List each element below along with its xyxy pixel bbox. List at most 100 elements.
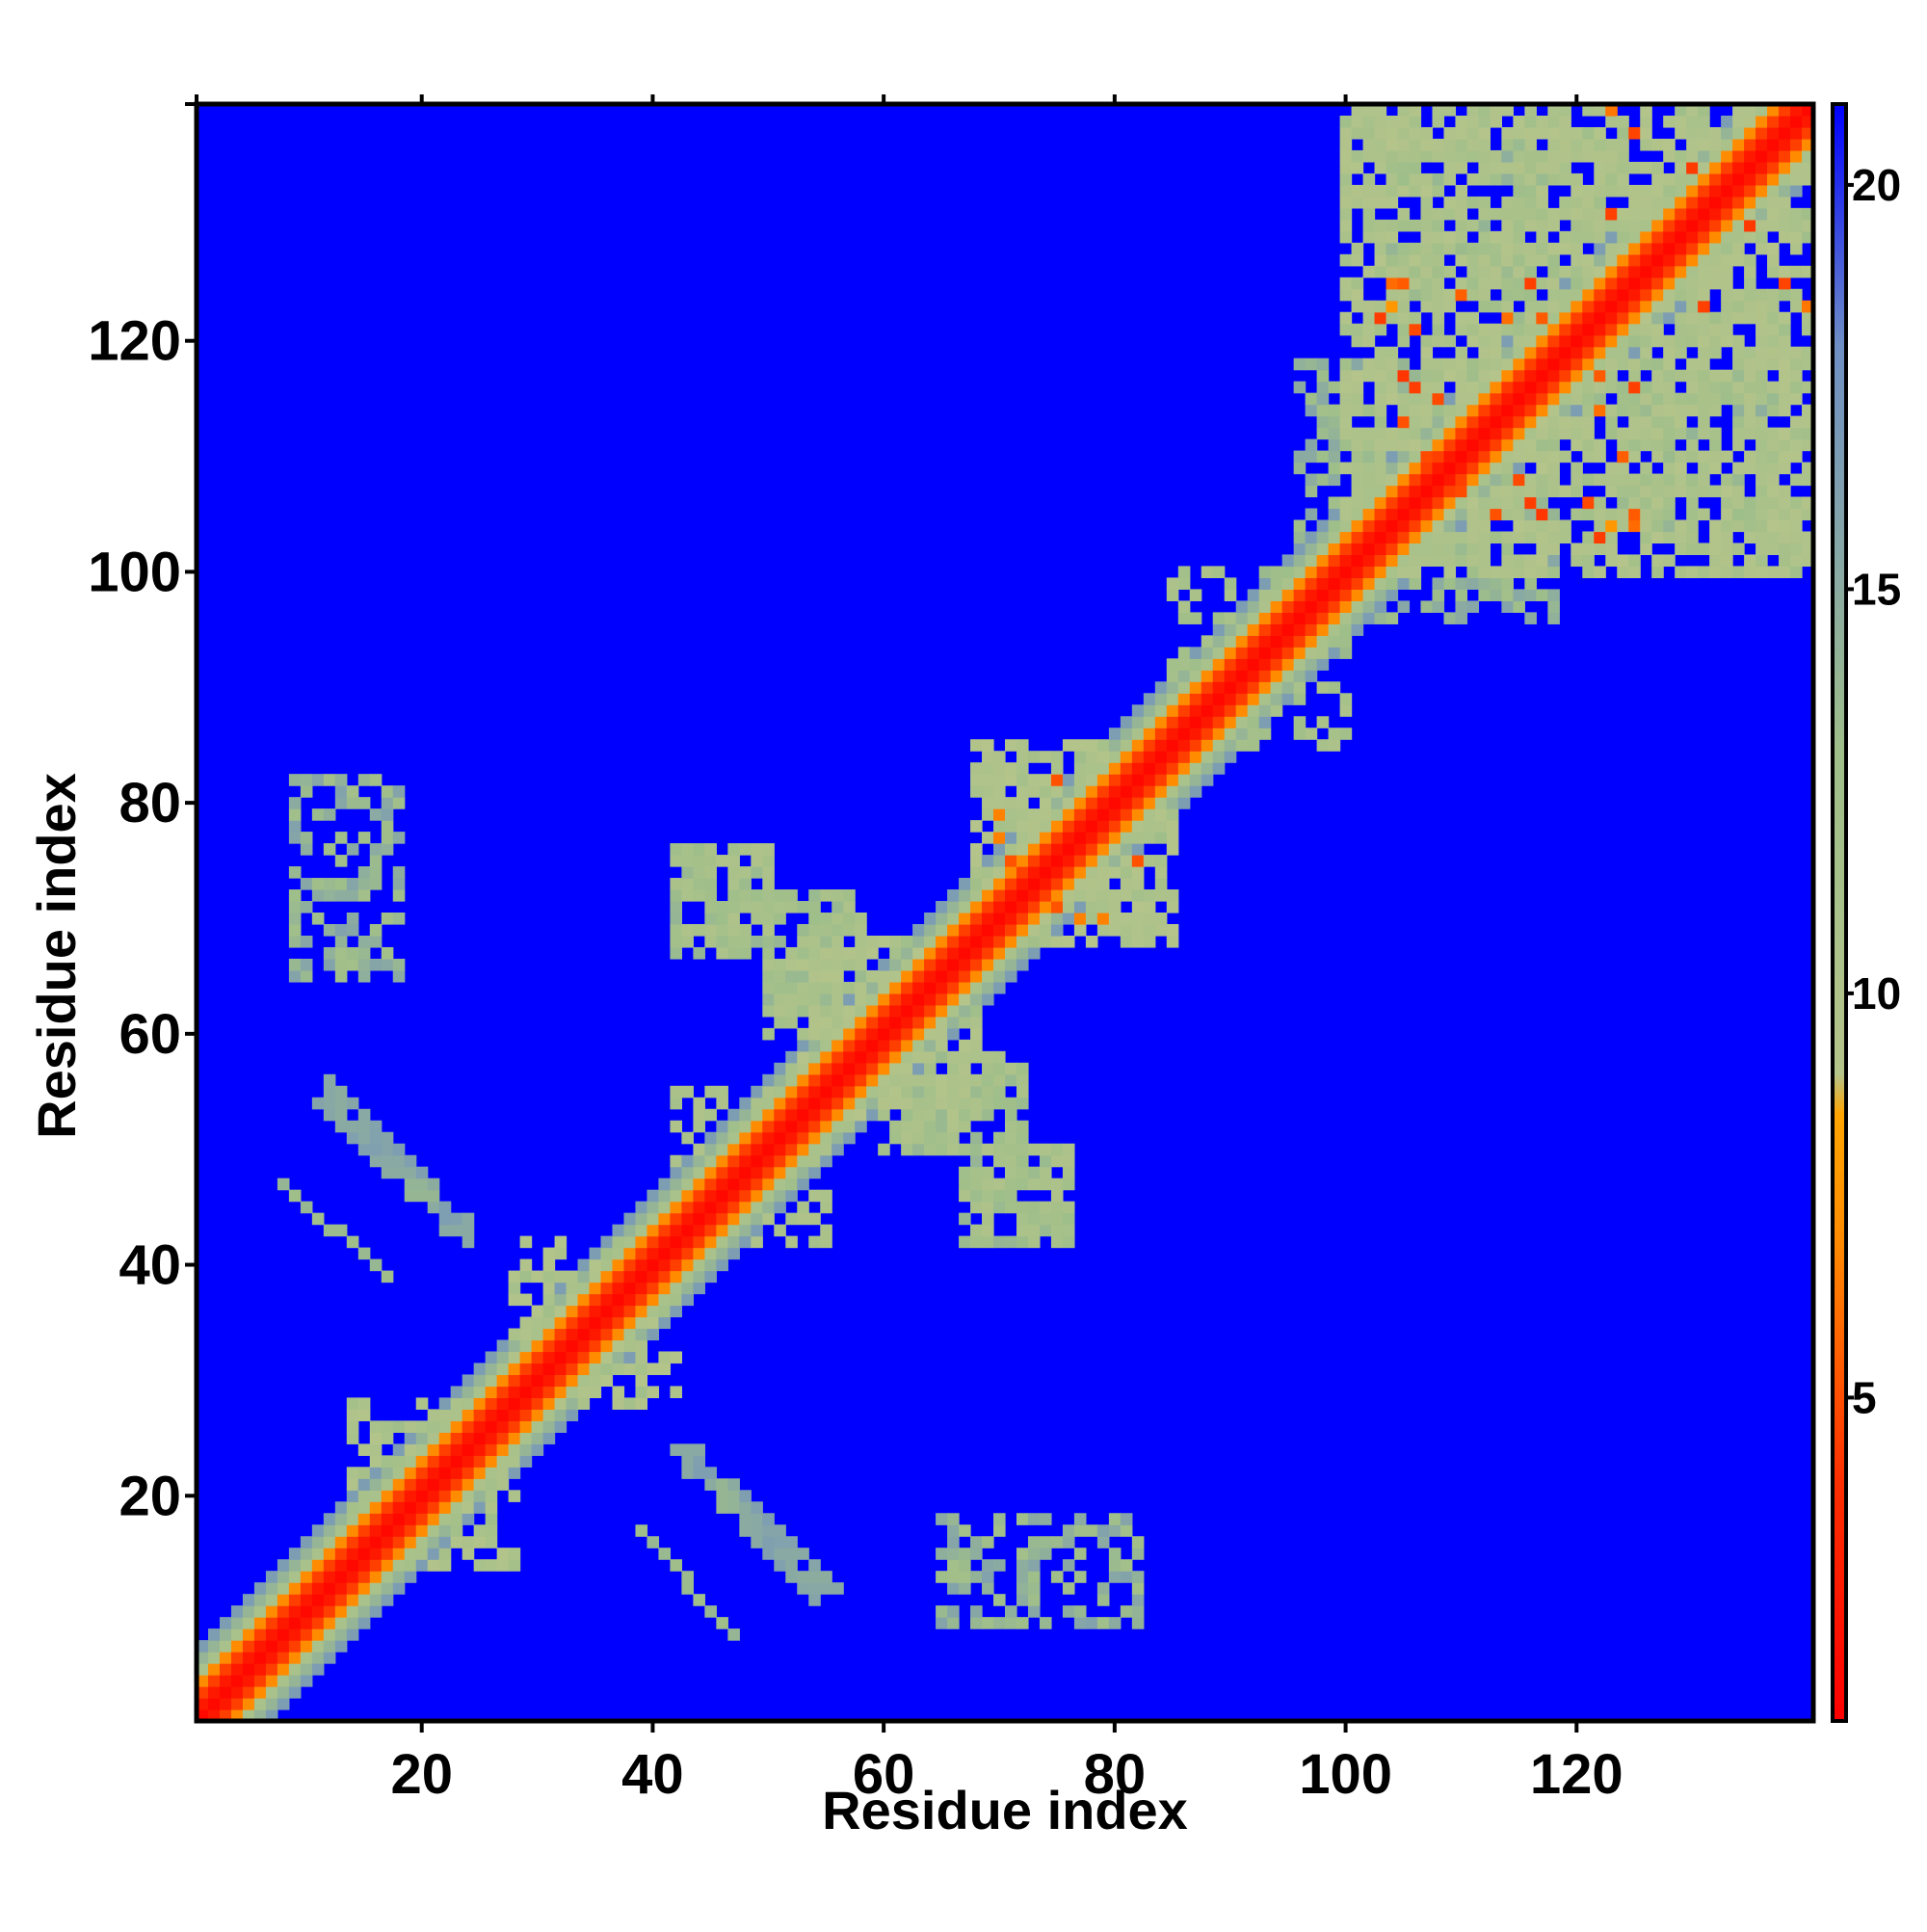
heatmap-cell bbox=[1005, 797, 1017, 809]
heatmap-cell bbox=[1524, 184, 1537, 198]
heatmap-cell bbox=[1536, 462, 1548, 475]
heatmap-cell bbox=[346, 946, 359, 960]
heatmap-cell bbox=[1490, 161, 1502, 174]
heatmap-cell bbox=[647, 1316, 660, 1330]
heatmap-cell bbox=[277, 1594, 290, 1606]
heatmap-cell bbox=[866, 1108, 879, 1122]
heatmap-cell bbox=[808, 1016, 821, 1029]
heatmap-cell bbox=[832, 1085, 844, 1098]
heatmap-cell bbox=[762, 1073, 775, 1087]
heatmap-cell bbox=[288, 1594, 302, 1606]
heatmap-cell bbox=[1143, 913, 1156, 925]
heatmap-cell bbox=[889, 1039, 902, 1052]
heatmap-cell bbox=[1085, 901, 1098, 913]
heatmap-cell bbox=[346, 1628, 359, 1641]
heatmap-cell bbox=[1501, 589, 1514, 601]
heatmap-cell bbox=[1466, 415, 1480, 429]
heatmap-cell bbox=[1397, 450, 1411, 463]
heatmap-cell bbox=[1547, 277, 1560, 290]
heatmap-cell bbox=[1166, 889, 1179, 902]
heatmap-cell bbox=[1466, 543, 1480, 556]
heatmap-cell bbox=[1628, 219, 1641, 232]
heatmap-cell bbox=[924, 1050, 937, 1064]
heatmap-cell bbox=[1594, 149, 1606, 163]
heatmap-cell bbox=[1732, 427, 1745, 440]
heatmap-cell bbox=[1420, 138, 1434, 151]
heatmap-cell bbox=[785, 1073, 798, 1087]
heatmap-cell bbox=[1490, 334, 1502, 348]
heatmap-cell bbox=[924, 1073, 937, 1087]
heatmap-cell bbox=[1524, 519, 1537, 533]
heatmap-cell bbox=[1663, 415, 1676, 429]
heatmap-cell bbox=[1397, 172, 1411, 186]
heatmap-cell bbox=[936, 1097, 948, 1110]
heatmap-cell bbox=[381, 1478, 394, 1491]
heatmap-cell bbox=[993, 774, 1006, 786]
heatmap-cell bbox=[1663, 554, 1676, 568]
heatmap-cell bbox=[1270, 600, 1283, 613]
heatmap-cell bbox=[473, 1455, 487, 1468]
heatmap-cell bbox=[774, 1143, 786, 1156]
heatmap-cell bbox=[1547, 334, 1560, 348]
heatmap-cell bbox=[1420, 149, 1434, 163]
heatmap-cell bbox=[323, 958, 336, 971]
heatmap-cell bbox=[959, 1085, 971, 1098]
heatmap-cell bbox=[450, 1420, 463, 1433]
heatmap-cell bbox=[1409, 438, 1422, 452]
heatmap-cell bbox=[901, 1108, 913, 1122]
heatmap-cell bbox=[1663, 219, 1676, 232]
heatmap-cell bbox=[982, 1166, 994, 1179]
heatmap-cell bbox=[207, 1628, 221, 1641]
heatmap-cell bbox=[1374, 149, 1387, 163]
heatmap-cell bbox=[1432, 300, 1445, 313]
heatmap-cell bbox=[1755, 311, 1768, 325]
heatmap-cell bbox=[230, 1652, 244, 1664]
heatmap-cell bbox=[820, 992, 832, 1006]
heatmap-cell bbox=[1154, 704, 1168, 717]
heatmap-cell bbox=[1305, 392, 1318, 406]
heatmap-cell bbox=[334, 1501, 348, 1514]
heatmap-cell bbox=[1802, 496, 1814, 510]
heatmap-cell bbox=[473, 1490, 487, 1502]
heatmap-cell bbox=[1547, 612, 1560, 624]
heatmap-cell bbox=[670, 1154, 682, 1168]
heatmap-cell bbox=[785, 1212, 798, 1226]
heatmap-cell bbox=[635, 1524, 648, 1537]
heatmap-cell bbox=[1709, 450, 1722, 463]
heatmap-cell bbox=[369, 1513, 383, 1525]
heatmap-cell bbox=[1802, 508, 1814, 521]
heatmap-cell bbox=[1594, 184, 1606, 198]
heatmap-cell bbox=[334, 1640, 348, 1653]
heatmap-cell bbox=[1709, 404, 1722, 417]
heatmap-cell bbox=[346, 1235, 359, 1249]
heatmap-cell bbox=[542, 1270, 556, 1284]
heatmap-cell bbox=[1536, 427, 1548, 440]
heatmap-cell bbox=[1039, 866, 1052, 879]
heatmap-cell bbox=[473, 1501, 487, 1514]
heatmap-cell bbox=[1166, 751, 1179, 763]
heatmap-cell bbox=[785, 1120, 798, 1133]
heatmap-cell bbox=[577, 1270, 591, 1284]
heatmap-cell bbox=[1293, 600, 1307, 613]
heatmap-cell bbox=[1247, 693, 1260, 705]
heatmap-cell bbox=[1432, 115, 1445, 128]
heatmap-cell bbox=[1628, 485, 1641, 498]
heatmap-cell bbox=[1686, 404, 1699, 417]
heatmap-cell bbox=[1027, 1235, 1041, 1249]
heatmap-cell bbox=[797, 1097, 809, 1110]
heatmap-cell bbox=[323, 878, 336, 890]
heatmap-cell bbox=[1501, 311, 1514, 325]
heatmap-cell bbox=[1050, 785, 1064, 798]
heatmap-cell bbox=[982, 785, 994, 798]
heatmap-cell bbox=[1409, 543, 1422, 556]
heatmap-cell bbox=[1628, 392, 1641, 406]
heatmap-cell bbox=[288, 923, 302, 937]
heatmap-cell bbox=[1131, 935, 1145, 948]
heatmap-cell bbox=[1351, 184, 1364, 198]
heatmap-cell bbox=[1050, 774, 1064, 786]
heatmap-cell bbox=[1744, 161, 1756, 174]
heatmap-cell bbox=[369, 1443, 383, 1456]
heatmap-cell bbox=[982, 855, 994, 867]
heatmap-cell bbox=[993, 878, 1006, 890]
heatmap-cell bbox=[1767, 462, 1780, 475]
